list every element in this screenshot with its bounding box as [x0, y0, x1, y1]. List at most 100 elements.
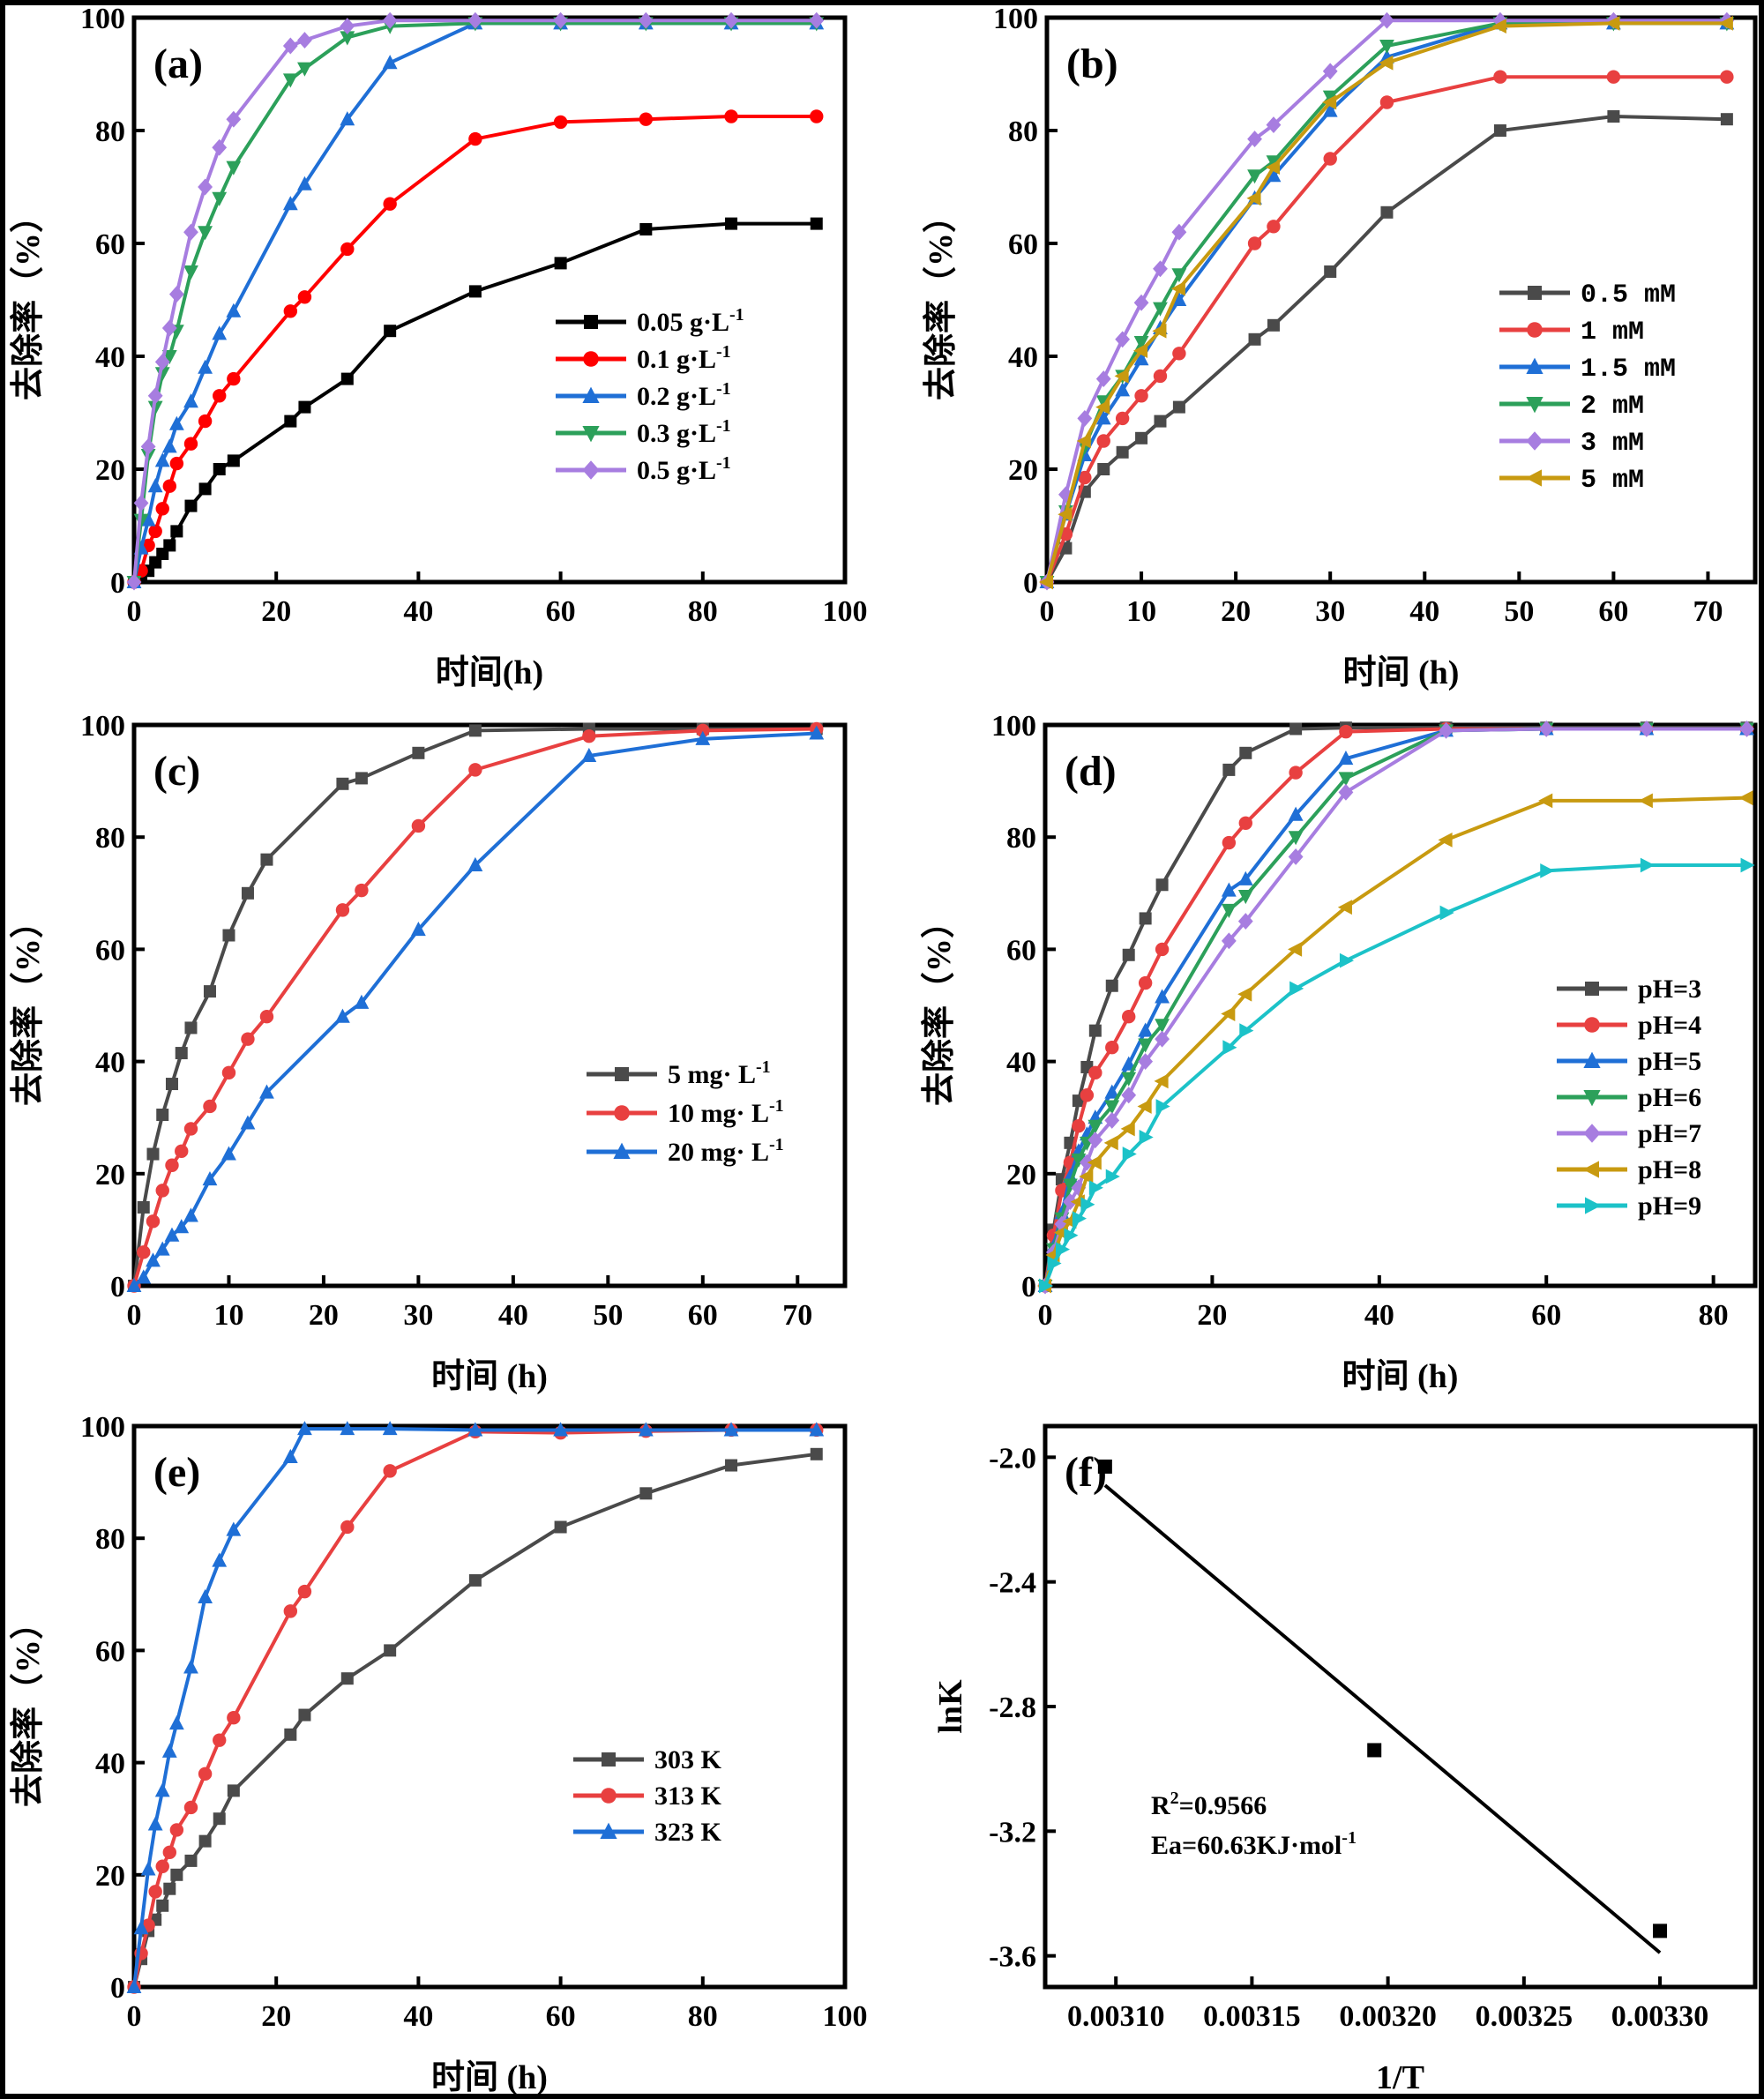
- legend-label: pH=7: [1638, 1119, 1701, 1148]
- marker-triangle-up: [154, 1241, 170, 1256]
- y-tick-label: 0: [1023, 567, 1038, 600]
- y-tick-label: 20: [1006, 1159, 1036, 1191]
- marker-triangle-up: [1133, 351, 1149, 366]
- marker-triangle-left: [1237, 986, 1252, 1002]
- marker-diamond: [147, 387, 163, 405]
- marker-square: [165, 1078, 178, 1091]
- marker-triangle-up: [354, 994, 370, 1009]
- marker-triangle-up: [553, 1422, 568, 1437]
- marker-triangle-right: [1289, 981, 1304, 997]
- legend-label-text: 20 mg· L: [668, 1138, 769, 1167]
- marker-square: [1720, 113, 1733, 126]
- marker-triangle-right: [1064, 1228, 1079, 1244]
- marker-square: [554, 1520, 567, 1534]
- panel-label: (c): [153, 748, 200, 795]
- marker-circle: [1115, 411, 1130, 426]
- annotation-part: =0.9566: [1179, 1791, 1267, 1820]
- series-2: [126, 725, 825, 1292]
- marker-circle: [283, 1604, 298, 1618]
- legend-item: pH=8: [1557, 1155, 1701, 1184]
- marker-square: [1585, 982, 1599, 996]
- marker-circle: [383, 1464, 397, 1478]
- legend-label-text: 5 mg· L: [668, 1060, 756, 1089]
- y-tick-label: 40: [1006, 1047, 1036, 1079]
- legend-item: 313 K: [573, 1782, 722, 1811]
- marker-triangle-up: [809, 725, 825, 740]
- marker-triangle-up: [140, 1861, 156, 1876]
- panel-label: (b): [1066, 41, 1118, 87]
- marker-circle: [162, 1845, 176, 1860]
- marker-circle: [1153, 369, 1168, 384]
- legend-label-text: 303 K: [654, 1745, 722, 1774]
- y-tick-label: 20: [95, 1159, 125, 1191]
- legend-label-text: 0.1 g·L: [637, 345, 716, 374]
- panel-b: 0 10 20 30 40 50 60 70 0 20 40 60 80 100 时间 (h) 去除率（%） (…: [922, 3, 1758, 691]
- legend-label: 1 mM: [1581, 317, 1644, 347]
- marker-circle: [601, 1788, 617, 1804]
- marker-triangle-right: [1055, 1242, 1071, 1258]
- marker-square: [384, 1644, 397, 1657]
- x-tick-label: 0: [1038, 1299, 1053, 1332]
- marker-triangle-right: [1339, 952, 1355, 968]
- marker-circle: [1172, 347, 1186, 361]
- marker-triangle-left: [1058, 506, 1073, 522]
- legend-label: pH=4: [1638, 1011, 1701, 1040]
- legend-label: 3 mM: [1581, 429, 1644, 459]
- marker-square: [725, 217, 738, 230]
- marker-diamond: [1266, 116, 1282, 134]
- legend-label: 5 mM: [1581, 466, 1644, 496]
- marker-circle: [148, 1885, 162, 1899]
- marker-triangle-up: [723, 1422, 739, 1437]
- marker-circle: [1527, 322, 1543, 338]
- marker-circle: [340, 1520, 355, 1535]
- marker-triangle-down: [1266, 155, 1282, 170]
- marker-triangle-right: [1105, 1169, 1120, 1184]
- marker-circle: [1078, 470, 1092, 485]
- y-tick-label: 60: [1006, 934, 1036, 967]
- marker-circle: [213, 389, 227, 403]
- marker-square: [298, 1708, 311, 1722]
- marker-triangle-left: [1738, 790, 1753, 806]
- marker-square: [146, 1147, 160, 1161]
- x-tick-label: 0.00320: [1339, 2000, 1437, 2033]
- legend-item: 2 mM: [1499, 392, 1644, 422]
- legend-item: 303 K: [573, 1745, 722, 1774]
- marker-diamond: [140, 437, 156, 455]
- marker-triangle-down: [1171, 268, 1187, 283]
- marker-triangle-left: [1525, 469, 1542, 487]
- marker-triangle-right: [1740, 857, 1755, 873]
- marker-circle: [810, 109, 824, 123]
- marker-circle: [283, 304, 298, 318]
- marker-square: [156, 1899, 169, 1912]
- series-1: [127, 721, 824, 1293]
- legend-label: 303 K: [654, 1745, 722, 1774]
- legend-item: 5 mM: [1499, 466, 1644, 496]
- legend-label: 5 mg· L-1: [668, 1057, 771, 1089]
- legend-label: 1.5 mM: [1581, 355, 1676, 385]
- marker-triangle-up: [638, 1422, 654, 1437]
- marker-triangle-up: [1526, 357, 1544, 374]
- legend-label-text: 1 mM: [1581, 317, 1644, 347]
- marker-diamond: [340, 18, 355, 35]
- legend-label: 0.1 g·L-1: [637, 342, 731, 374]
- marker-circle: [1155, 942, 1170, 957]
- y-tick-label: -2.8: [989, 1692, 1036, 1724]
- y-tick-label: 100: [80, 1411, 125, 1444]
- marker-circle: [1088, 1065, 1102, 1080]
- marker-triangle-left: [1038, 574, 1053, 590]
- marker-triangle-down: [1583, 1090, 1601, 1107]
- legend-label: pH=3: [1638, 975, 1701, 1004]
- marker-triangle-up: [467, 1422, 483, 1437]
- x-tick-label: 60: [1531, 1299, 1561, 1332]
- marker-diamond: [382, 11, 398, 29]
- marker-square: [1324, 265, 1337, 278]
- marker-square: [213, 1812, 226, 1826]
- marker-circle: [468, 763, 482, 777]
- marker-triangle-left: [1079, 1169, 1094, 1184]
- marker-square: [1135, 431, 1148, 444]
- legend-item: 323 K: [573, 1818, 722, 1847]
- legend-label-text: 0.5 g·L: [637, 456, 716, 485]
- marker-circle: [221, 1065, 236, 1080]
- legend-label-text: pH=4: [1638, 1011, 1701, 1040]
- marker-triangle-right: [1239, 1023, 1254, 1039]
